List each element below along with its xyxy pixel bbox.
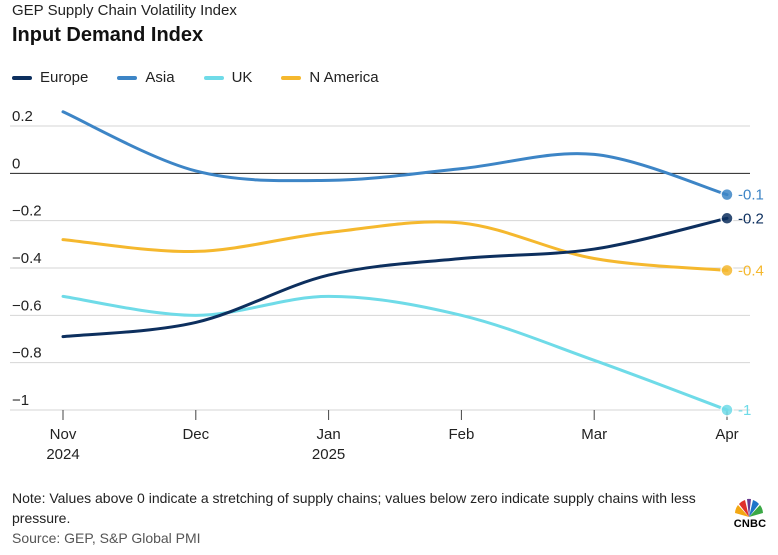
y-tick-label: −1 [12, 392, 29, 409]
x-tick-label: Mar [581, 426, 607, 443]
end-label-europe: -0.2 [738, 210, 764, 227]
end-label-asia: -0.1 [738, 187, 764, 204]
y-tick-label: −0.4 [12, 250, 42, 267]
y-tick-label: 0.2 [12, 108, 33, 125]
legend-item-europe: Europe [12, 69, 88, 86]
chart-note: Note: Values above 0 indicate a stretchi… [12, 490, 696, 526]
end-label-n-america: -0.4 [738, 262, 764, 279]
legend-swatch-asia [117, 75, 138, 80]
legend-item-uk: UK [203, 69, 253, 86]
line-chart: 0.2 0 −0.2 −0.4 −0.6 −0.8 −1 Nov 2024 Dec Jan 2025 F… [10, 108, 764, 463]
x-tick-label: Nov [50, 426, 77, 443]
logo-text: CNBC [733, 518, 767, 530]
end-point-europe [720, 211, 734, 226]
end-point-asia [720, 187, 734, 202]
legend-label-uk: UK [231, 69, 253, 86]
x-tick-label: Feb [448, 426, 474, 443]
chart-source: Source: GEP, S&P Global PMI [12, 530, 201, 546]
series-line-n-america [61, 220, 729, 272]
x-tick-label-year: 2025 [312, 446, 345, 463]
legend-label-europe: Europe [40, 69, 89, 86]
legend-item-asia: Asia [117, 69, 175, 86]
series-line-asia [61, 110, 729, 197]
peacock-icon [735, 498, 763, 517]
series-line-uk [61, 294, 729, 412]
legend-swatch-n-america [281, 75, 302, 80]
end-point-uk [720, 403, 734, 417]
y-tick-label: −0.8 [12, 345, 42, 362]
x-tick-label: Dec [182, 426, 209, 443]
x-tick-label: Apr [715, 426, 738, 443]
legend-swatch-europe [12, 75, 32, 80]
chart-title: Input Demand Index [12, 24, 204, 46]
legend-label-n-america: N America [309, 69, 379, 86]
y-tick-label: −0.6 [12, 297, 42, 314]
y-tick-label: 0 [12, 155, 20, 172]
legend-swatch-uk [203, 75, 224, 80]
y-tick-label: −0.2 [12, 203, 42, 220]
legend-label-asia: Asia [145, 69, 175, 86]
cnbc-logo: CNBC [729, 497, 769, 535]
legend-item-n-america: N America [281, 69, 379, 86]
legend: Europe Asia UK N America [12, 69, 408, 86]
end-point-n-america [720, 263, 734, 278]
x-tick-label: Jan [317, 426, 341, 443]
end-label-uk: -1 [738, 402, 751, 419]
series-line-europe [61, 216, 729, 339]
chart-subtitle: GEP Supply Chain Volatility Index [12, 2, 237, 19]
x-tick-label-year: 2024 [46, 446, 79, 463]
